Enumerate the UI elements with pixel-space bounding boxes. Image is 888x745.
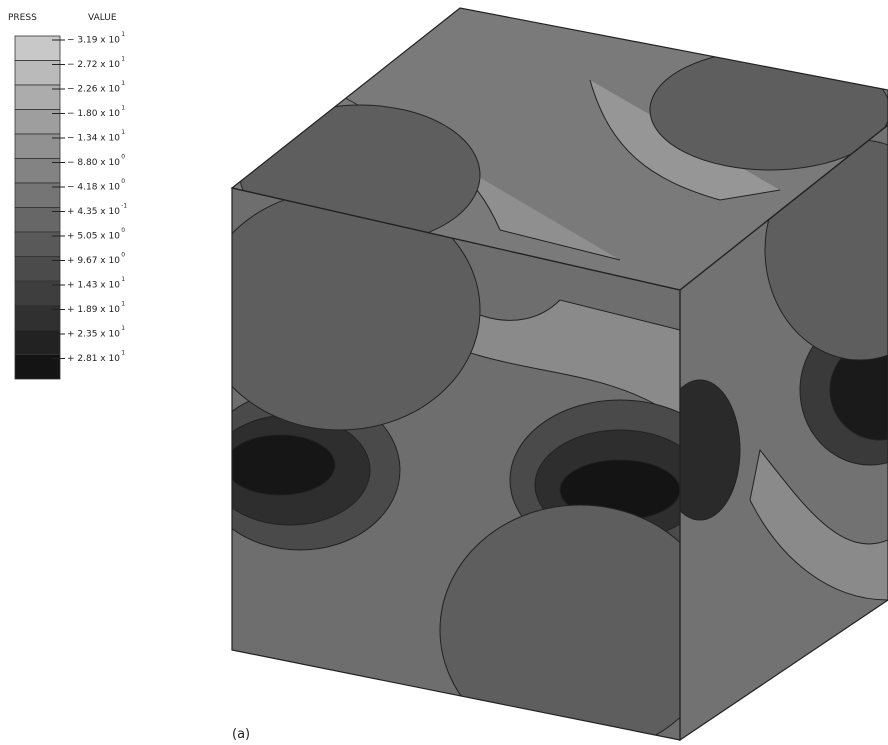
legend-exponent: 1: [121, 325, 125, 332]
legend-exponent: 1: [121, 56, 125, 63]
legend-label: + 9.67 x 10: [67, 256, 120, 266]
legend-exponent: 0: [121, 178, 125, 185]
legend-exponent: 0: [121, 252, 125, 259]
legend-exponent: 1: [121, 105, 125, 112]
legend-exponent: 1: [121, 129, 125, 136]
legend-label: + 4.35 x 10: [67, 207, 120, 217]
legend-exponent: 1: [121, 31, 125, 38]
legend-exponent: 0: [121, 154, 125, 161]
legend-label: − 8.80 x 10: [67, 158, 120, 168]
figure: PRESS VALUE − 3.19 x 101− 2.72 x 101− 2.…: [0, 0, 888, 745]
legend-label: − 2.26 x 10: [67, 85, 120, 95]
legend-label: − 3.19 x 10: [67, 36, 120, 46]
legend-label: − 2.72 x 10: [67, 60, 120, 70]
caption: (a): [232, 727, 250, 742]
legend-label: − 4.18 x 10: [67, 183, 120, 193]
legend-header: VALUE: [88, 13, 117, 23]
legend-exponent: -1: [121, 203, 127, 210]
legend-label: + 2.81 x 10: [67, 354, 120, 364]
legend-exponent: 0: [121, 227, 125, 234]
legend-exponent: 1: [121, 276, 125, 283]
legend: PRESS VALUE − 3.19 x 101− 2.72 x 101− 2.…: [8, 13, 127, 379]
legend-label: + 1.89 x 10: [67, 305, 120, 315]
legend-label: + 1.43 x 10: [67, 281, 120, 291]
legend-label: + 2.35 x 10: [67, 330, 120, 340]
legend-exponent: 1: [121, 80, 125, 87]
legend-label: − 1.80 x 10: [67, 109, 120, 119]
legend-label: + 5.05 x 10: [67, 232, 120, 242]
legend-exponent: 1: [121, 350, 125, 357]
legend-exponent: 1: [121, 301, 125, 308]
legend-label: − 1.34 x 10: [67, 134, 120, 144]
cube: [200, 8, 888, 745]
legend-header: PRESS: [8, 13, 37, 23]
